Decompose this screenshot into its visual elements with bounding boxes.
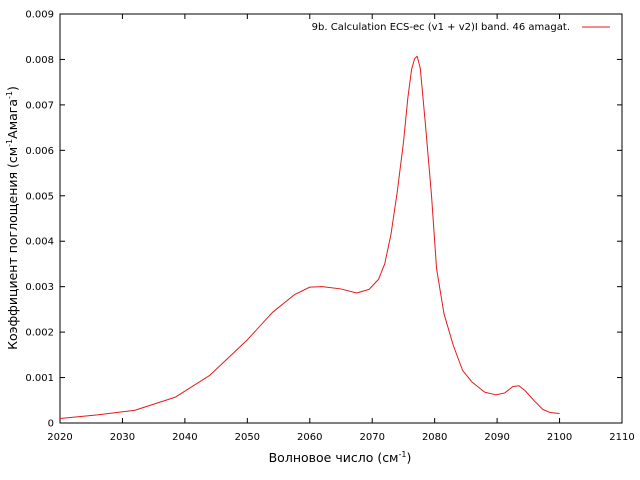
y-tick-label: 0.002 [25,328,54,339]
x-axis: 2020 2030 2040 2050 2060 2070 2080 2090 2100 2110 [47,14,635,443]
y-tick-label: 0.004 [25,237,54,248]
y-axis-label-middle: Амага [5,99,20,139]
x-tick-label: 2060 [297,432,322,443]
y-tick-label: 0.009 [25,10,54,21]
y-tick-label: 0.008 [25,55,54,66]
y-axis-label-superscript-2: -1 [5,91,14,99]
y-axis-label-tail: ) [5,86,20,91]
x-axis-label: Волновое число (см-1) [269,450,412,465]
x-axis-label-superscript: -1 [399,450,407,459]
x-tick-label: 2100 [547,432,572,443]
x-tick-label: 2040 [172,432,197,443]
legend: 9b. Calculation ECS-ec (v1 + v2)I band. … [312,22,610,33]
x-tick-label: 2080 [422,432,447,443]
y-axis: 0 0.001 0.002 0.003 0.004 0.005 0.006 0.007 0.00… [25,10,622,430]
x-tick-label: 2050 [235,432,260,443]
y-axis-label-text: Коэффициент поглощения (см [5,147,20,350]
series-line [59,55,560,419]
x-tick-label: 2070 [359,432,384,443]
y-tick-label: 0.001 [25,373,54,384]
x-axis-label-text: Волновое число (см [269,450,399,465]
y-tick-label: 0 [48,419,54,430]
y-tick-label: 0.007 [25,100,54,111]
y-tick-label: 0.005 [25,191,54,202]
x-tick-label: 2090 [484,432,509,443]
x-axis-label-tail: ) [406,450,411,465]
y-axis-label-superscript-1: -1 [5,139,14,147]
y-axis-label: Коэффициент поглощения (см-1Амага-1) [5,86,20,350]
y-tick-label: 0.006 [25,146,54,157]
legend-label: 9b. Calculation ECS-ec (v1 + v2)I band. … [312,22,570,33]
x-tick-label: 2020 [47,432,72,443]
plot-frame [59,13,623,424]
x-tick-label: 2110 [609,432,634,443]
y-tick-label: 0.003 [25,282,54,293]
series-layer [59,55,560,419]
x-tick-label: 2030 [110,432,135,443]
